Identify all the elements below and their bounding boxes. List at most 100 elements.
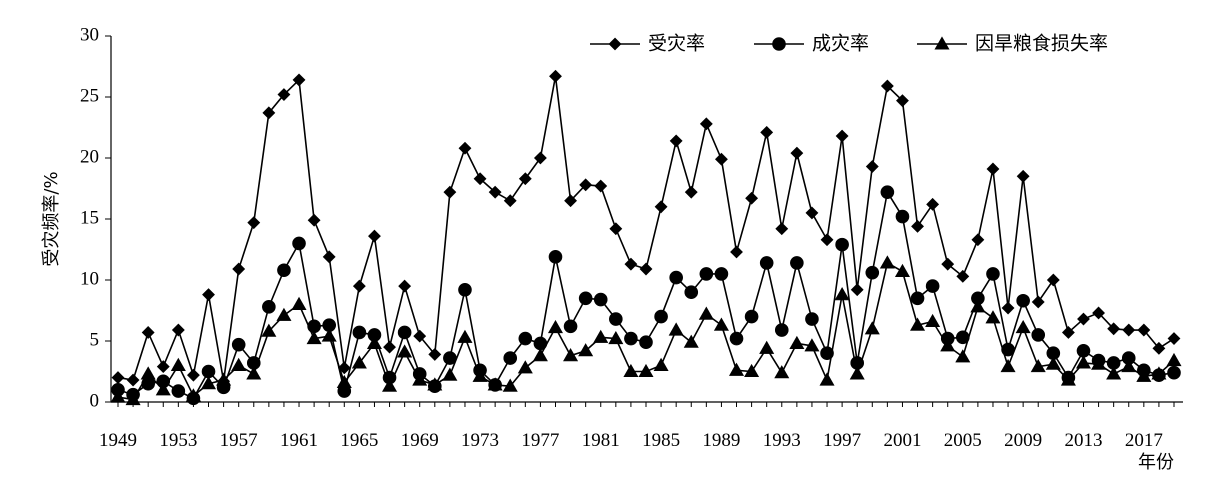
diamond-point-1966 bbox=[368, 229, 381, 243]
legend-item-triangle: 因旱粮食损失率 bbox=[917, 33, 1108, 55]
diamond-point-1988 bbox=[699, 117, 713, 131]
circle-point-2002 bbox=[910, 291, 925, 306]
triangle-point-2010 bbox=[1030, 359, 1046, 373]
x-tick-label-1969: 1969 bbox=[401, 430, 439, 451]
circle-point-1957 bbox=[231, 337, 246, 352]
diamond-point-1976 bbox=[518, 172, 532, 186]
legend-label-circle: 成灾率 bbox=[812, 33, 869, 55]
diamond-point-2013 bbox=[1077, 312, 1090, 326]
triangle-point-2002 bbox=[910, 317, 926, 331]
triangle-point-1995 bbox=[804, 338, 820, 352]
triangle-point-1964 bbox=[336, 374, 352, 389]
triangle-point-2006 bbox=[970, 299, 986, 313]
diamond-point-1981 bbox=[594, 179, 608, 193]
x-tick-label-2013: 2013 bbox=[1064, 430, 1102, 451]
circle-point-1978 bbox=[548, 250, 563, 264]
triangle-point-2000 bbox=[879, 255, 895, 269]
diamond-point-1969 bbox=[413, 329, 427, 343]
triangle-point-1969 bbox=[412, 372, 428, 386]
diamond-point-1953 bbox=[171, 323, 185, 337]
diamond-point-1959 bbox=[262, 106, 276, 120]
x-tick-label-1985: 1985 bbox=[642, 430, 680, 451]
x-tick-label-2009: 2009 bbox=[1004, 430, 1042, 451]
diamond-point-2018 bbox=[1152, 341, 1166, 355]
triangle-point-1974 bbox=[487, 377, 503, 391]
x-axis-title: 年份 bbox=[1138, 452, 1174, 473]
series-circle bbox=[111, 185, 1181, 406]
circle-point-1997 bbox=[835, 237, 849, 252]
diamond-point-1982 bbox=[609, 222, 623, 236]
triangle-point-1965 bbox=[351, 355, 367, 369]
legend-marker-diamond bbox=[608, 37, 622, 51]
circle-point-1983 bbox=[624, 331, 638, 346]
diamond-point-1983 bbox=[624, 257, 638, 271]
diamond-point-1978 bbox=[549, 69, 562, 83]
diamond-point-2016 bbox=[1122, 323, 1136, 337]
circle-point-1982 bbox=[609, 312, 623, 326]
diamond-point-1987 bbox=[684, 185, 698, 199]
triangle-point-1963 bbox=[321, 328, 337, 342]
legend-item-circle: 成灾率 bbox=[754, 33, 869, 55]
diamond-point-2011 bbox=[1046, 273, 1060, 287]
triangle-point-2019 bbox=[1166, 352, 1182, 367]
triangle-point-2008 bbox=[1000, 359, 1016, 373]
triangle-point-1988 bbox=[698, 306, 714, 320]
y-tick-label-5: 5 bbox=[90, 329, 100, 350]
triangle-point-2013 bbox=[1075, 355, 1092, 369]
triangle-point-1982 bbox=[608, 330, 624, 345]
triangle-point-1957 bbox=[231, 357, 247, 371]
diamond-point-1961 bbox=[292, 73, 306, 87]
triangle-point-1960 bbox=[276, 307, 292, 321]
circle-point-1988 bbox=[699, 267, 714, 281]
triangle-point-1968 bbox=[397, 344, 413, 358]
diamond-point-1963 bbox=[322, 250, 336, 264]
diamond-point-2019 bbox=[1167, 332, 1181, 345]
circle-point-2007 bbox=[986, 267, 1000, 281]
diamond-point-1958 bbox=[247, 216, 261, 230]
circle-point-1993 bbox=[774, 323, 789, 337]
circle-point-1996 bbox=[820, 346, 834, 361]
triangle-point-1953 bbox=[170, 357, 186, 371]
diamond-point-2012 bbox=[1061, 326, 1075, 339]
diamond-point-1984 bbox=[639, 262, 653, 276]
triangle-point-1996 bbox=[819, 372, 835, 386]
triangle-point-2017 bbox=[1136, 368, 1152, 382]
circle-point-2019 bbox=[1167, 365, 1181, 380]
circle-point-1994 bbox=[790, 256, 804, 270]
diamond-point-2010 bbox=[1031, 295, 1045, 309]
triangle-point-2014 bbox=[1091, 356, 1107, 370]
circle-point-2001 bbox=[895, 209, 910, 224]
diamond-point-1975 bbox=[503, 194, 517, 208]
diamond-point-2002 bbox=[911, 219, 924, 233]
diamond-point-1995 bbox=[805, 206, 819, 220]
triangle-point-1978 bbox=[547, 319, 564, 334]
diamond-point-2005 bbox=[956, 269, 970, 283]
circle-point-2000 bbox=[880, 185, 895, 199]
x-tick-label-1953: 1953 bbox=[159, 430, 197, 451]
series-layer bbox=[110, 69, 1182, 406]
x-tick-label-2005: 2005 bbox=[944, 430, 982, 451]
triangle-point-1979 bbox=[563, 348, 579, 362]
triangle-point-1973 bbox=[472, 368, 488, 382]
triangle-point-1966 bbox=[366, 335, 382, 349]
circle-point-1986 bbox=[669, 270, 683, 285]
legend-marker-circle bbox=[772, 37, 786, 51]
circle-point-1979 bbox=[563, 319, 578, 334]
diamond-point-1977 bbox=[533, 151, 547, 165]
x-tick-label-1973: 1973 bbox=[461, 430, 499, 451]
legend-label-triangle: 因旱粮食损失率 bbox=[975, 33, 1108, 55]
diamond-point-1968 bbox=[398, 279, 412, 293]
diamond-point-1965 bbox=[352, 279, 366, 293]
x-ticks: 1949 1953 1957 1961 1965 1969 1973 1977 1981 1985… bbox=[99, 402, 1175, 451]
series-diamond bbox=[111, 69, 1181, 388]
x-tick-label-1965: 1965 bbox=[340, 430, 378, 451]
triangle-point-1998 bbox=[849, 366, 865, 380]
diamond-point-2006 bbox=[971, 233, 985, 247]
diamond-point-1997 bbox=[835, 129, 849, 143]
circle-point-1965 bbox=[352, 325, 367, 340]
triangle-point-1980 bbox=[578, 343, 594, 357]
diamond-point-1990 bbox=[730, 245, 743, 259]
triangle-point-1961 bbox=[291, 296, 307, 310]
x-tick-label-1961: 1961 bbox=[280, 430, 318, 451]
triangle-point-1962 bbox=[306, 330, 322, 345]
